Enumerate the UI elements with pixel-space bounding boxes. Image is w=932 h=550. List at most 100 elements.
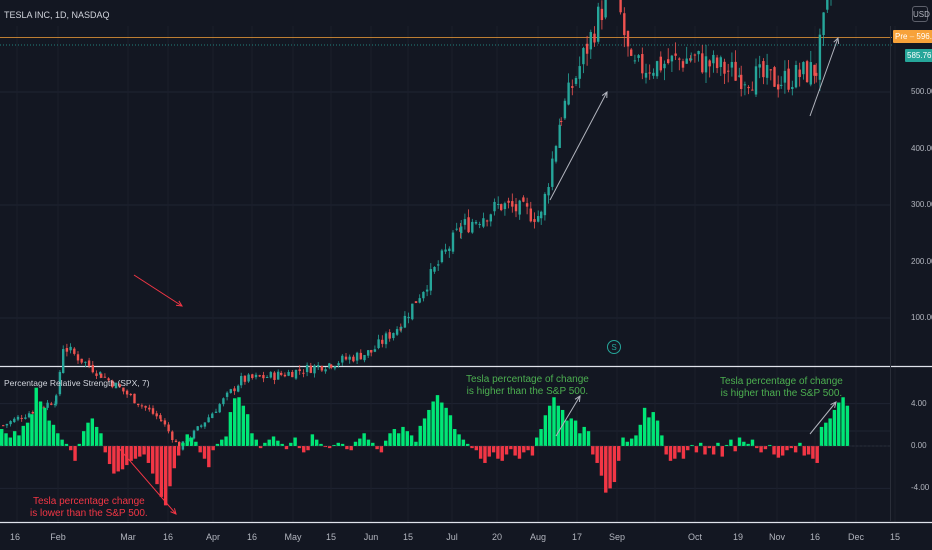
candle-body <box>373 349 377 352</box>
candle-body <box>773 67 776 87</box>
histogram-bar <box>453 429 457 446</box>
candle-body <box>163 420 167 425</box>
histogram-bar <box>4 433 8 446</box>
candle-body <box>571 86 574 88</box>
histogram-bar <box>845 405 850 446</box>
histogram-bar <box>99 433 103 446</box>
candle-body <box>738 75 741 77</box>
histogram-bar <box>444 407 448 446</box>
candle-body <box>309 365 312 373</box>
time-axis-label: 16 <box>9 532 21 542</box>
histogram-bar <box>358 438 362 446</box>
histogram-bar <box>522 446 526 453</box>
candle-body <box>84 361 87 363</box>
candle-body <box>551 158 554 187</box>
histogram-bar <box>327 446 332 449</box>
candle-body <box>16 416 20 420</box>
histogram-bar <box>12 431 17 446</box>
candle-body <box>265 376 269 378</box>
histogram-bar <box>517 446 522 459</box>
price-arrow-up <box>809 37 839 117</box>
histogram-bar <box>642 407 647 446</box>
histogram-bar <box>435 395 440 446</box>
candle-body <box>348 356 351 360</box>
candle-body <box>352 356 355 362</box>
candle-body <box>148 407 151 410</box>
time-axis-label: Sep <box>608 532 626 542</box>
candle-body <box>50 403 53 405</box>
candle-body <box>514 204 518 212</box>
candle-body <box>167 424 170 432</box>
candle-body <box>144 405 147 408</box>
histogram-bar <box>293 437 297 446</box>
candle-body <box>13 418 16 423</box>
histogram-bar <box>599 446 604 476</box>
time-axis-label: 20 <box>491 532 503 542</box>
histogram-bar <box>547 405 552 446</box>
indicator-tick: -4.00 <box>911 483 930 492</box>
histogram-bar <box>513 446 517 456</box>
candle-body <box>140 405 144 407</box>
histogram-bar <box>220 439 224 446</box>
histogram-bar <box>116 446 120 472</box>
symbol-title[interactable]: TESLA INC, 1D, NASDAQ <box>4 10 110 20</box>
histogram-bar <box>832 409 837 446</box>
histogram-bar <box>310 434 315 446</box>
candle-body <box>448 248 451 252</box>
candle-body <box>762 61 765 78</box>
histogram-bar <box>314 439 319 446</box>
candle-body <box>747 86 750 89</box>
annotation-line: is higher than the S&P 500. <box>466 386 589 397</box>
time-axis-label: May <box>284 532 302 542</box>
histogram-bar <box>733 446 737 452</box>
candle-body <box>805 61 809 83</box>
annotation-strong-1: Tesla percentage of change is higher tha… <box>466 374 589 398</box>
candle-body <box>644 72 648 78</box>
candle-body <box>247 374 250 382</box>
candle-body <box>511 201 514 207</box>
candle-body <box>787 68 790 90</box>
candle-body <box>388 332 391 339</box>
histogram-bar <box>655 420 660 446</box>
histogram-bar <box>789 446 794 449</box>
histogram-bar <box>530 446 535 456</box>
candle-body <box>95 373 98 376</box>
candle-body <box>463 219 467 225</box>
candle-body <box>719 57 722 68</box>
indicator-title[interactable]: Percentage Relative Strength (SPX, 7) <box>4 378 150 388</box>
histogram-bar <box>487 446 491 457</box>
histogram-bar <box>776 446 781 458</box>
candle-body <box>681 61 685 68</box>
histogram-bar <box>362 433 366 446</box>
candle-body <box>174 440 178 442</box>
split-marker-badge[interactable]: S <box>607 340 621 354</box>
histogram-bar <box>496 446 500 459</box>
candle-body <box>493 201 496 212</box>
candle-body <box>813 64 816 76</box>
candle-body <box>107 378 110 381</box>
candle-body <box>69 346 72 351</box>
candle-body <box>659 56 662 71</box>
histogram-bar <box>73 446 77 461</box>
annotation-weak: Tesla percentage change is lower than th… <box>30 496 148 520</box>
currency-button[interactable]: USD <box>912 6 930 22</box>
candle-body <box>751 89 754 91</box>
candle-body <box>203 422 207 427</box>
time-axis-label: Nov <box>768 532 786 542</box>
histogram-bar <box>673 446 677 459</box>
candle-body <box>273 372 276 380</box>
candle-body <box>229 389 232 393</box>
candle-body <box>53 403 57 406</box>
histogram-bar <box>392 429 397 446</box>
histogram-bar <box>388 433 392 446</box>
histogram-bar <box>737 437 742 446</box>
histogram-bar <box>828 418 832 446</box>
histogram-bar <box>30 414 34 446</box>
candle-body <box>540 211 543 219</box>
histogram-bar <box>38 401 43 446</box>
histogram-bar <box>163 446 168 506</box>
candle-body <box>254 374 258 378</box>
candle-body <box>585 43 589 54</box>
time-axis-label: 16 <box>246 532 258 542</box>
